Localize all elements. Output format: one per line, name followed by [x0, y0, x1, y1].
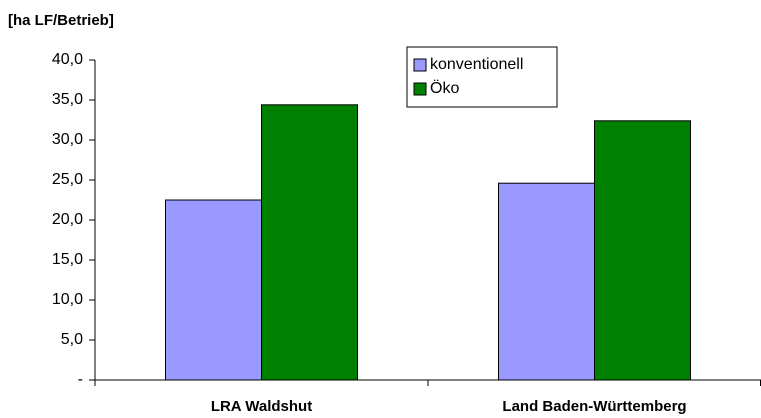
y-tick-label: 35,0	[52, 91, 83, 108]
x-tick-label: LRA Waldshut	[211, 398, 312, 415]
y-tick-label: 15,0	[52, 251, 83, 268]
bar	[261, 104, 358, 381]
y-tick-label: 20,0	[52, 211, 83, 228]
y-tick-label: 40,0	[52, 51, 83, 68]
bar	[165, 199, 262, 381]
x-tick-label: Land Baden-Württemberg	[502, 398, 686, 415]
legend-box	[406, 46, 558, 108]
y-tick-label: 25,0	[52, 171, 83, 188]
y-tick-label: 30,0	[52, 131, 83, 148]
bar	[498, 182, 595, 381]
unit-label: [ha LF/Betrieb]	[8, 12, 114, 29]
legend-swatch	[413, 58, 427, 72]
y-tick-label: 10,0	[52, 291, 83, 308]
bar	[594, 120, 691, 381]
legend-label: konventionell	[430, 56, 523, 73]
legend-label: Öko	[430, 79, 459, 97]
y-tick-label: 5,0	[61, 331, 83, 348]
y-tick-label: -	[78, 371, 83, 388]
legend-swatch	[413, 82, 427, 96]
